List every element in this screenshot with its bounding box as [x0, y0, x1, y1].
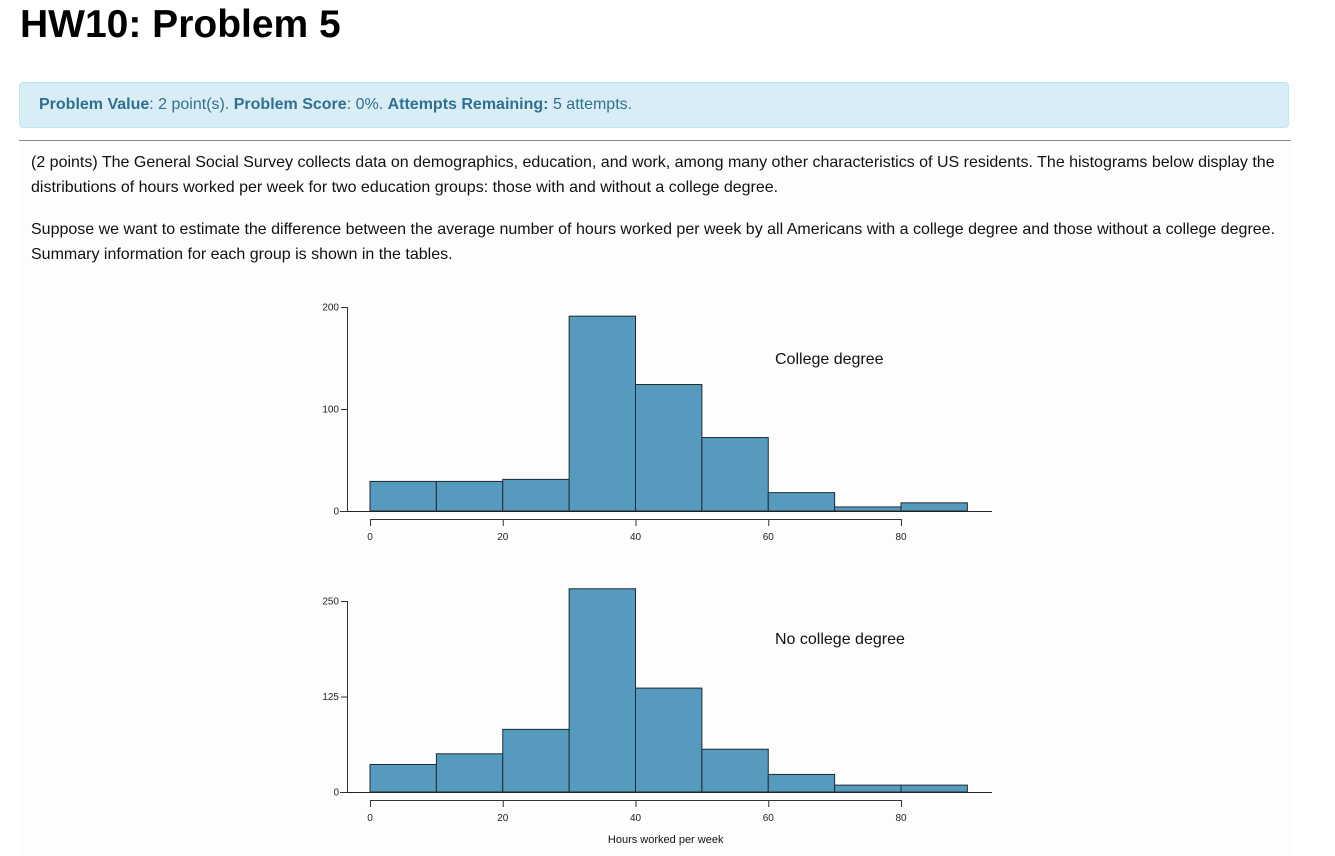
- histogram-bar: 60-70: 18: [767, 492, 836, 512]
- histogram-bar: 0-10: 36: [369, 763, 437, 793]
- histogram-bar: 80-90: 8: [900, 502, 968, 512]
- x-axis-label: Hours worked per week: [608, 834, 724, 846]
- histogram-bar: 30-40: 266: [568, 588, 636, 793]
- histogram-bar: 10-20: 29: [435, 480, 504, 512]
- histogram-bar: 20-30: 31: [502, 478, 570, 512]
- x-tick-label: 0: [367, 813, 373, 824]
- y-tick-label: 250: [322, 597, 339, 608]
- histogram-college-degree: 0-10: 2910-20: 2920-30: 3130-40: 19140-5…: [322, 303, 992, 543]
- y-tick-label: 200: [322, 303, 339, 314]
- histogram-bar: 20-30: 82: [502, 728, 570, 793]
- problem-paragraph-1: (2 points) The General Social Survey col…: [31, 154, 1275, 196]
- histogram-bar: 30-40: 191: [568, 315, 636, 512]
- histogram-bar: 50-60: 72: [701, 437, 769, 512]
- histogram-bar: 70-80: 9: [834, 784, 902, 793]
- histogram-bar: 80-90: 9: [900, 784, 968, 793]
- x-tick-label: 80: [895, 532, 907, 543]
- histogram-bar: 40-50: 136: [635, 687, 703, 793]
- x-tick-label: 20: [497, 813, 509, 824]
- histogram-bar: 0-10: 29: [369, 480, 437, 512]
- attempts-remaining-label: Attempts Remaining:: [387, 96, 549, 113]
- chart-annotation: College degree: [775, 351, 884, 368]
- problem-value-label: Problem Value: [39, 96, 150, 113]
- problem-score-text: : 0%.: [346, 96, 388, 113]
- problem-score-label: Problem Score: [233, 96, 347, 113]
- divider: [19, 140, 1291, 141]
- histogram-bar: 70-80: 4: [834, 506, 902, 512]
- problem-value-text: : 2 point(s).: [149, 96, 234, 113]
- x-tick-label: 0: [367, 532, 373, 543]
- histogram-bar: 60-70: 23: [767, 773, 836, 793]
- problem-info-alert: Problem Value: 2 point(s). Problem Score…: [19, 82, 1289, 128]
- x-tick-label: 40: [630, 532, 642, 543]
- x-tick-label: 60: [763, 813, 775, 824]
- y-tick-label: 100: [322, 405, 339, 416]
- x-tick-label: 60: [763, 532, 775, 543]
- chart-annotation: No college degree: [775, 631, 905, 648]
- y-tick-label: 0: [333, 507, 339, 518]
- problem-paragraph-2: Suppose we want to estimate the differen…: [31, 221, 1276, 263]
- x-tick-label: 80: [895, 813, 907, 824]
- histogram-bar: 40-50: 124: [635, 384, 703, 512]
- page-title: HW10: Problem 5: [20, 3, 341, 46]
- y-tick-label: 0: [333, 788, 339, 799]
- x-tick-label: 40: [630, 813, 642, 824]
- x-tick-label: 20: [497, 532, 509, 543]
- histogram-bar: 50-60: 56: [701, 748, 769, 793]
- y-tick-label: 125: [322, 692, 339, 703]
- attempts-remaining-text: 5 attempts.: [548, 96, 633, 113]
- histogram-bar: 10-20: 50: [435, 753, 504, 793]
- histogram-no-college-degree: 0-10: 3610-20: 5020-30: 8230-40: 26640-5…: [322, 588, 992, 846]
